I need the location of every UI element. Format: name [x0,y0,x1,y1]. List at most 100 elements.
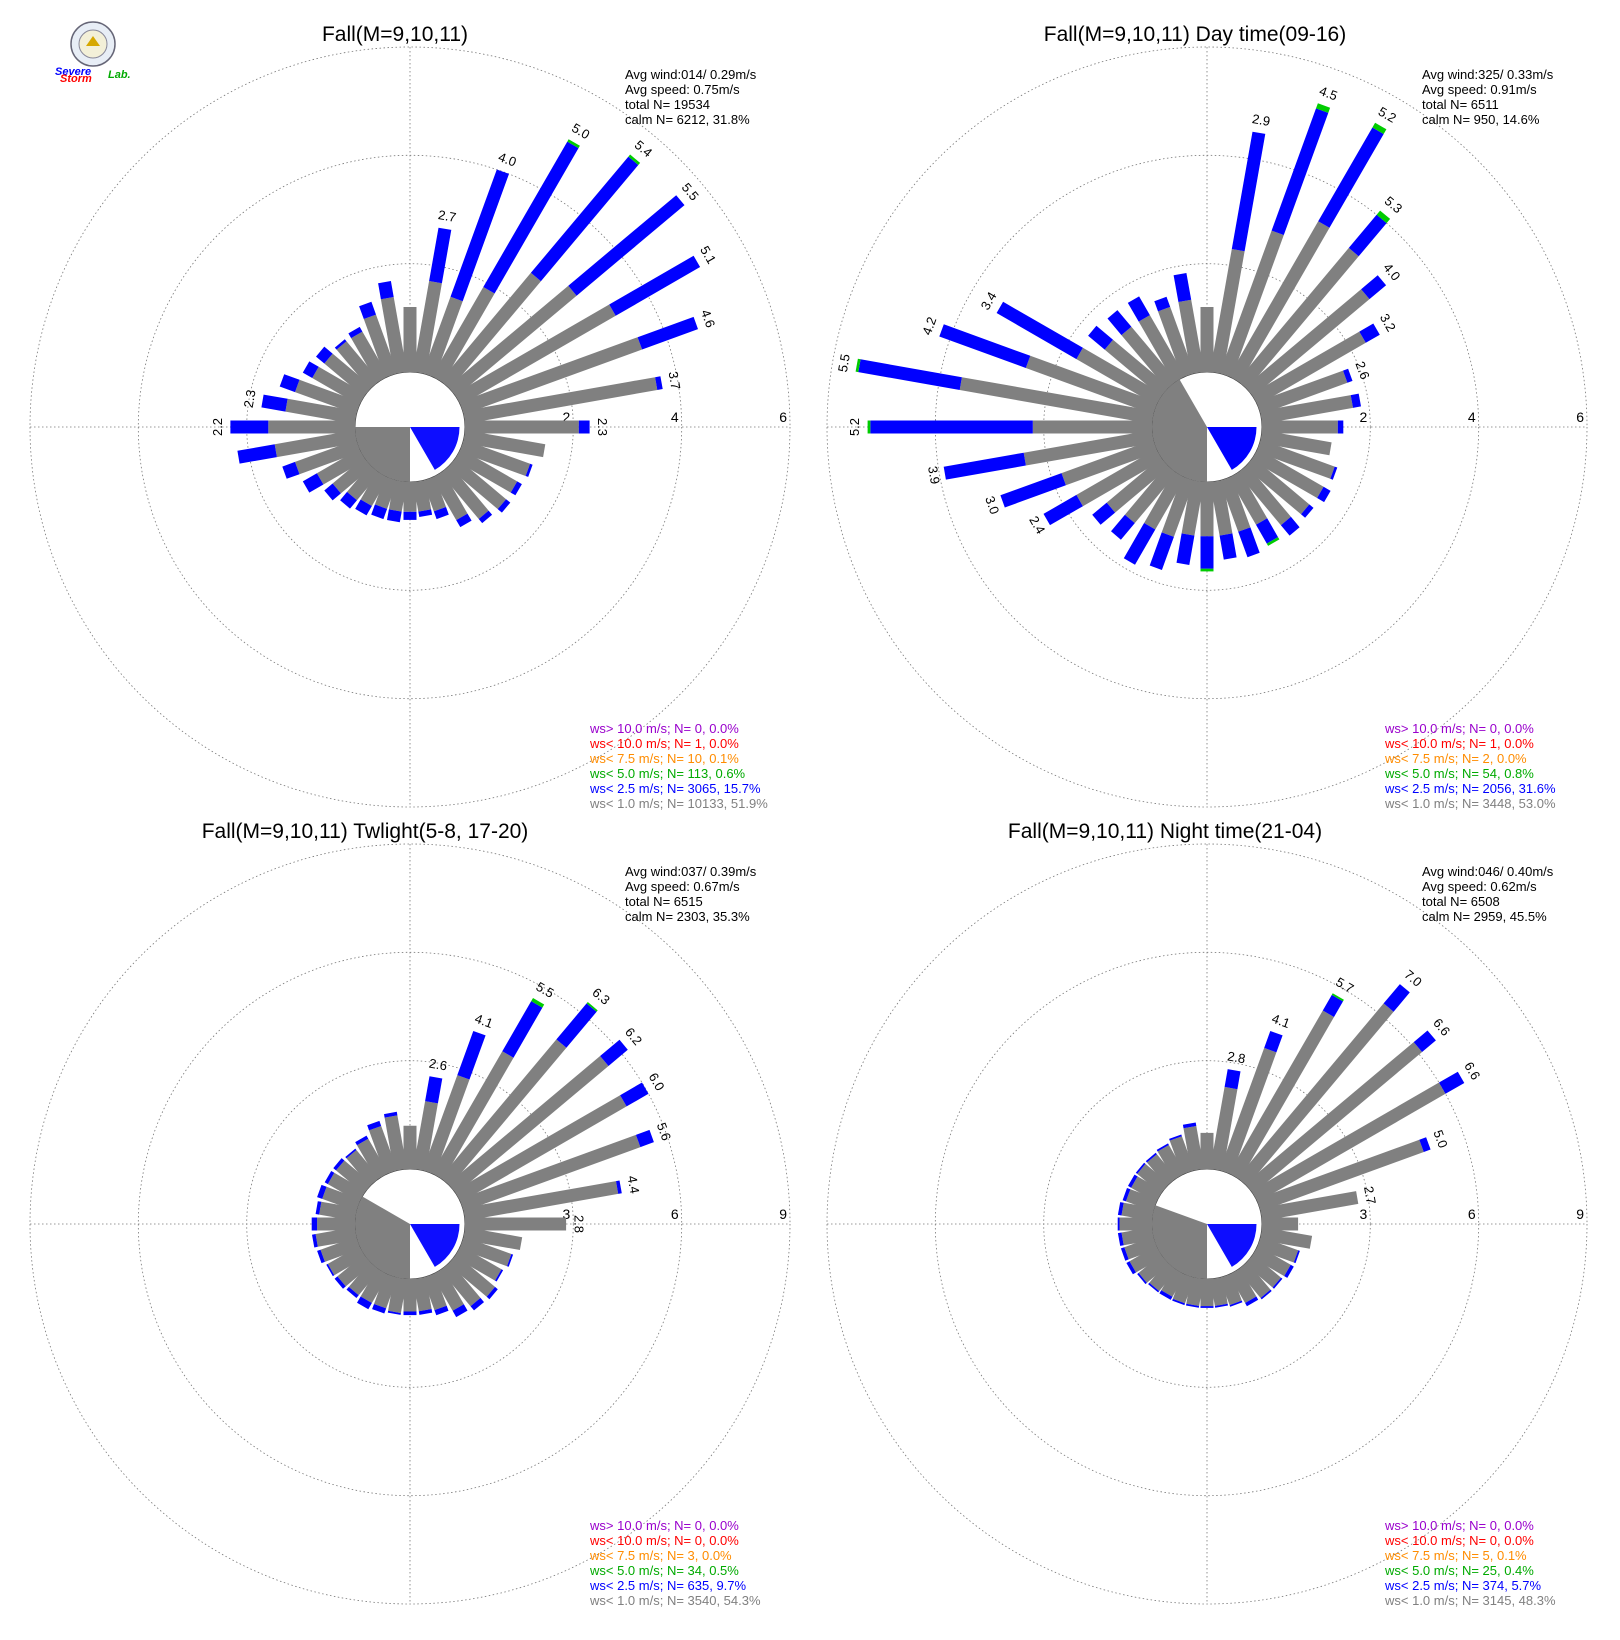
speed-legend: ws> 10.0 m/s; N= 0, 0.0% ws< 10.0 m/s; N… [589,1518,761,1608]
bar-mid-segment [1266,537,1280,546]
bar-calm-segment [1200,307,1214,372]
bar-low-segment [1117,1202,1124,1216]
bar-calm-segment [312,366,366,406]
ring-label: 2 [1360,409,1368,425]
bar-calm-segment [1138,1254,1169,1283]
bar-low-segment [1088,325,1113,350]
stat-avg-wind: Avg wind:325/ 0.33m/s [1422,67,1554,82]
bar-low-segment [1271,108,1329,235]
bar-low-segment [433,507,449,520]
bar-calm-segment [1061,439,1158,486]
bar-calm-segment [459,1236,512,1267]
bar-low-segment [345,1148,357,1159]
bar-low-segment [1284,1264,1294,1278]
bar-mid-segment [1316,103,1331,113]
bar-label: 4.4 [625,1174,643,1194]
bar-low-segment [372,1304,387,1314]
bar-label: 2.4 [1026,513,1048,536]
bar-mid-segment [531,998,545,1008]
bar-low-segment [326,1263,335,1277]
bar-calm-segment [1219,1273,1242,1306]
bar-calm-segment [440,465,489,519]
bar-calm-segment [348,1262,380,1296]
legend-entry: ws< 1.0 m/s; N= 3145, 48.3% [1384,1593,1556,1608]
bar-calm-segment [448,457,507,510]
bar-calm-segment [1131,1176,1163,1203]
bar-label: 5.6 [654,1120,674,1142]
bar-calm-segment [1228,471,1268,525]
bar-low-segment [1350,393,1361,408]
legend-entry: ws< 5.0 m/s; N= 25, 0.4% [1384,1563,1534,1578]
bar-mid-segment [586,1002,598,1012]
bar-low-segment [403,1311,417,1316]
bar-calm-segment [1256,370,1348,415]
stat-calm: calm N= 6212, 31.8% [625,112,750,127]
bar-calm-segment [440,1262,481,1307]
stat-calm: calm N= 950, 14.6% [1422,112,1540,127]
bar-low-segment [470,1297,484,1311]
bar-calm-segment [332,457,372,494]
bar-low-segment [1135,1162,1146,1174]
ring-label: 9 [1576,1206,1584,1222]
legend-entry: ws< 2.5 m/s; N= 374, 5.7% [1384,1578,1542,1593]
bar-calm-segment [1228,1268,1257,1303]
bar-calm-segment [403,1279,417,1312]
bar-low-segment [609,255,701,316]
bar-mid-segment [1372,122,1387,134]
bar-low-segment [1419,1137,1431,1152]
bar-calm-segment [1172,1273,1195,1304]
bar-calm-segment [1210,1277,1228,1306]
bar-label: 5.0 [1430,1128,1450,1150]
bar-low-segment [943,452,1026,480]
bar-calm-segment [1210,1086,1238,1171]
bar-calm-segment [1256,1236,1299,1263]
bar-label: 2.7 [437,207,457,225]
bar-low-segment [1043,494,1083,526]
wind-rose: 2 4 6 2.7 4.0 5.0 5.4 5.5 5.1 4.6 3.7 2.3 2.2 2.3 [29,46,791,808]
bar-low-segment [1200,536,1214,569]
bar-calm-segment [295,439,361,475]
bar-low-segment [1172,1298,1185,1306]
legend-entry: ws> 10.0 m/s; N= 0, 0.0% [589,1518,739,1533]
bar-low-segment [348,326,363,339]
low-wind-sector [410,427,460,470]
legend-entry: ws< 7.5 m/s; N= 10, 0.1% [589,751,739,766]
bar-low-segment [1229,1300,1243,1307]
bar-low-segment [452,1304,468,1318]
bar-low-segment [1127,296,1150,322]
bar-calm-segment [346,1150,380,1186]
bar-low-segment [1092,502,1116,525]
bar-low-segment [616,1180,622,1194]
bar-low-segment [1361,275,1387,300]
wind-rose: 3 6 9 2.8 4.1 5.7 7.0 6.6 6.6 5.0 2.7 [826,843,1588,1605]
legend-entry: ws< 7.5 m/s; N= 2, 0.0% [1384,751,1527,766]
bar-calm-segment [1104,339,1169,397]
bar-low-segment [387,509,402,523]
calm-sector [1152,379,1207,482]
legend-entry: ws< 10.0 m/s; N= 1, 0.0% [1384,736,1534,751]
bar-calm-segment [422,476,446,512]
bar-calm-segment [463,430,546,458]
bar-calm-segment [357,1138,389,1180]
bar-low-segment [1219,533,1237,560]
bar-low-segment [556,1003,597,1048]
bar-calm-segment [1138,315,1186,383]
bar-calm-segment [431,471,468,521]
bar-mid-segment [867,420,871,434]
bar-calm-segment [465,420,579,434]
stat-avg-speed: Avg speed: 0.75m/s [625,82,740,97]
bar-low-segment [870,420,1033,434]
bar-calm-segment [1200,1132,1214,1169]
bar-calm-segment [1219,476,1251,532]
bar-label: 3.9 [925,465,943,485]
bar-low-segment [1126,1261,1136,1275]
bar-low-segment [387,1310,401,1315]
bar-calm-segment [1158,306,1195,378]
bar-calm-segment [1124,1236,1158,1260]
ring-label: 6 [779,409,787,425]
bar-calm-segment [374,1273,398,1309]
stat-avg-wind: Avg wind:046/ 0.40m/s [1422,864,1554,879]
bar-calm-segment [324,353,372,397]
bar-low-segment [317,1184,327,1199]
